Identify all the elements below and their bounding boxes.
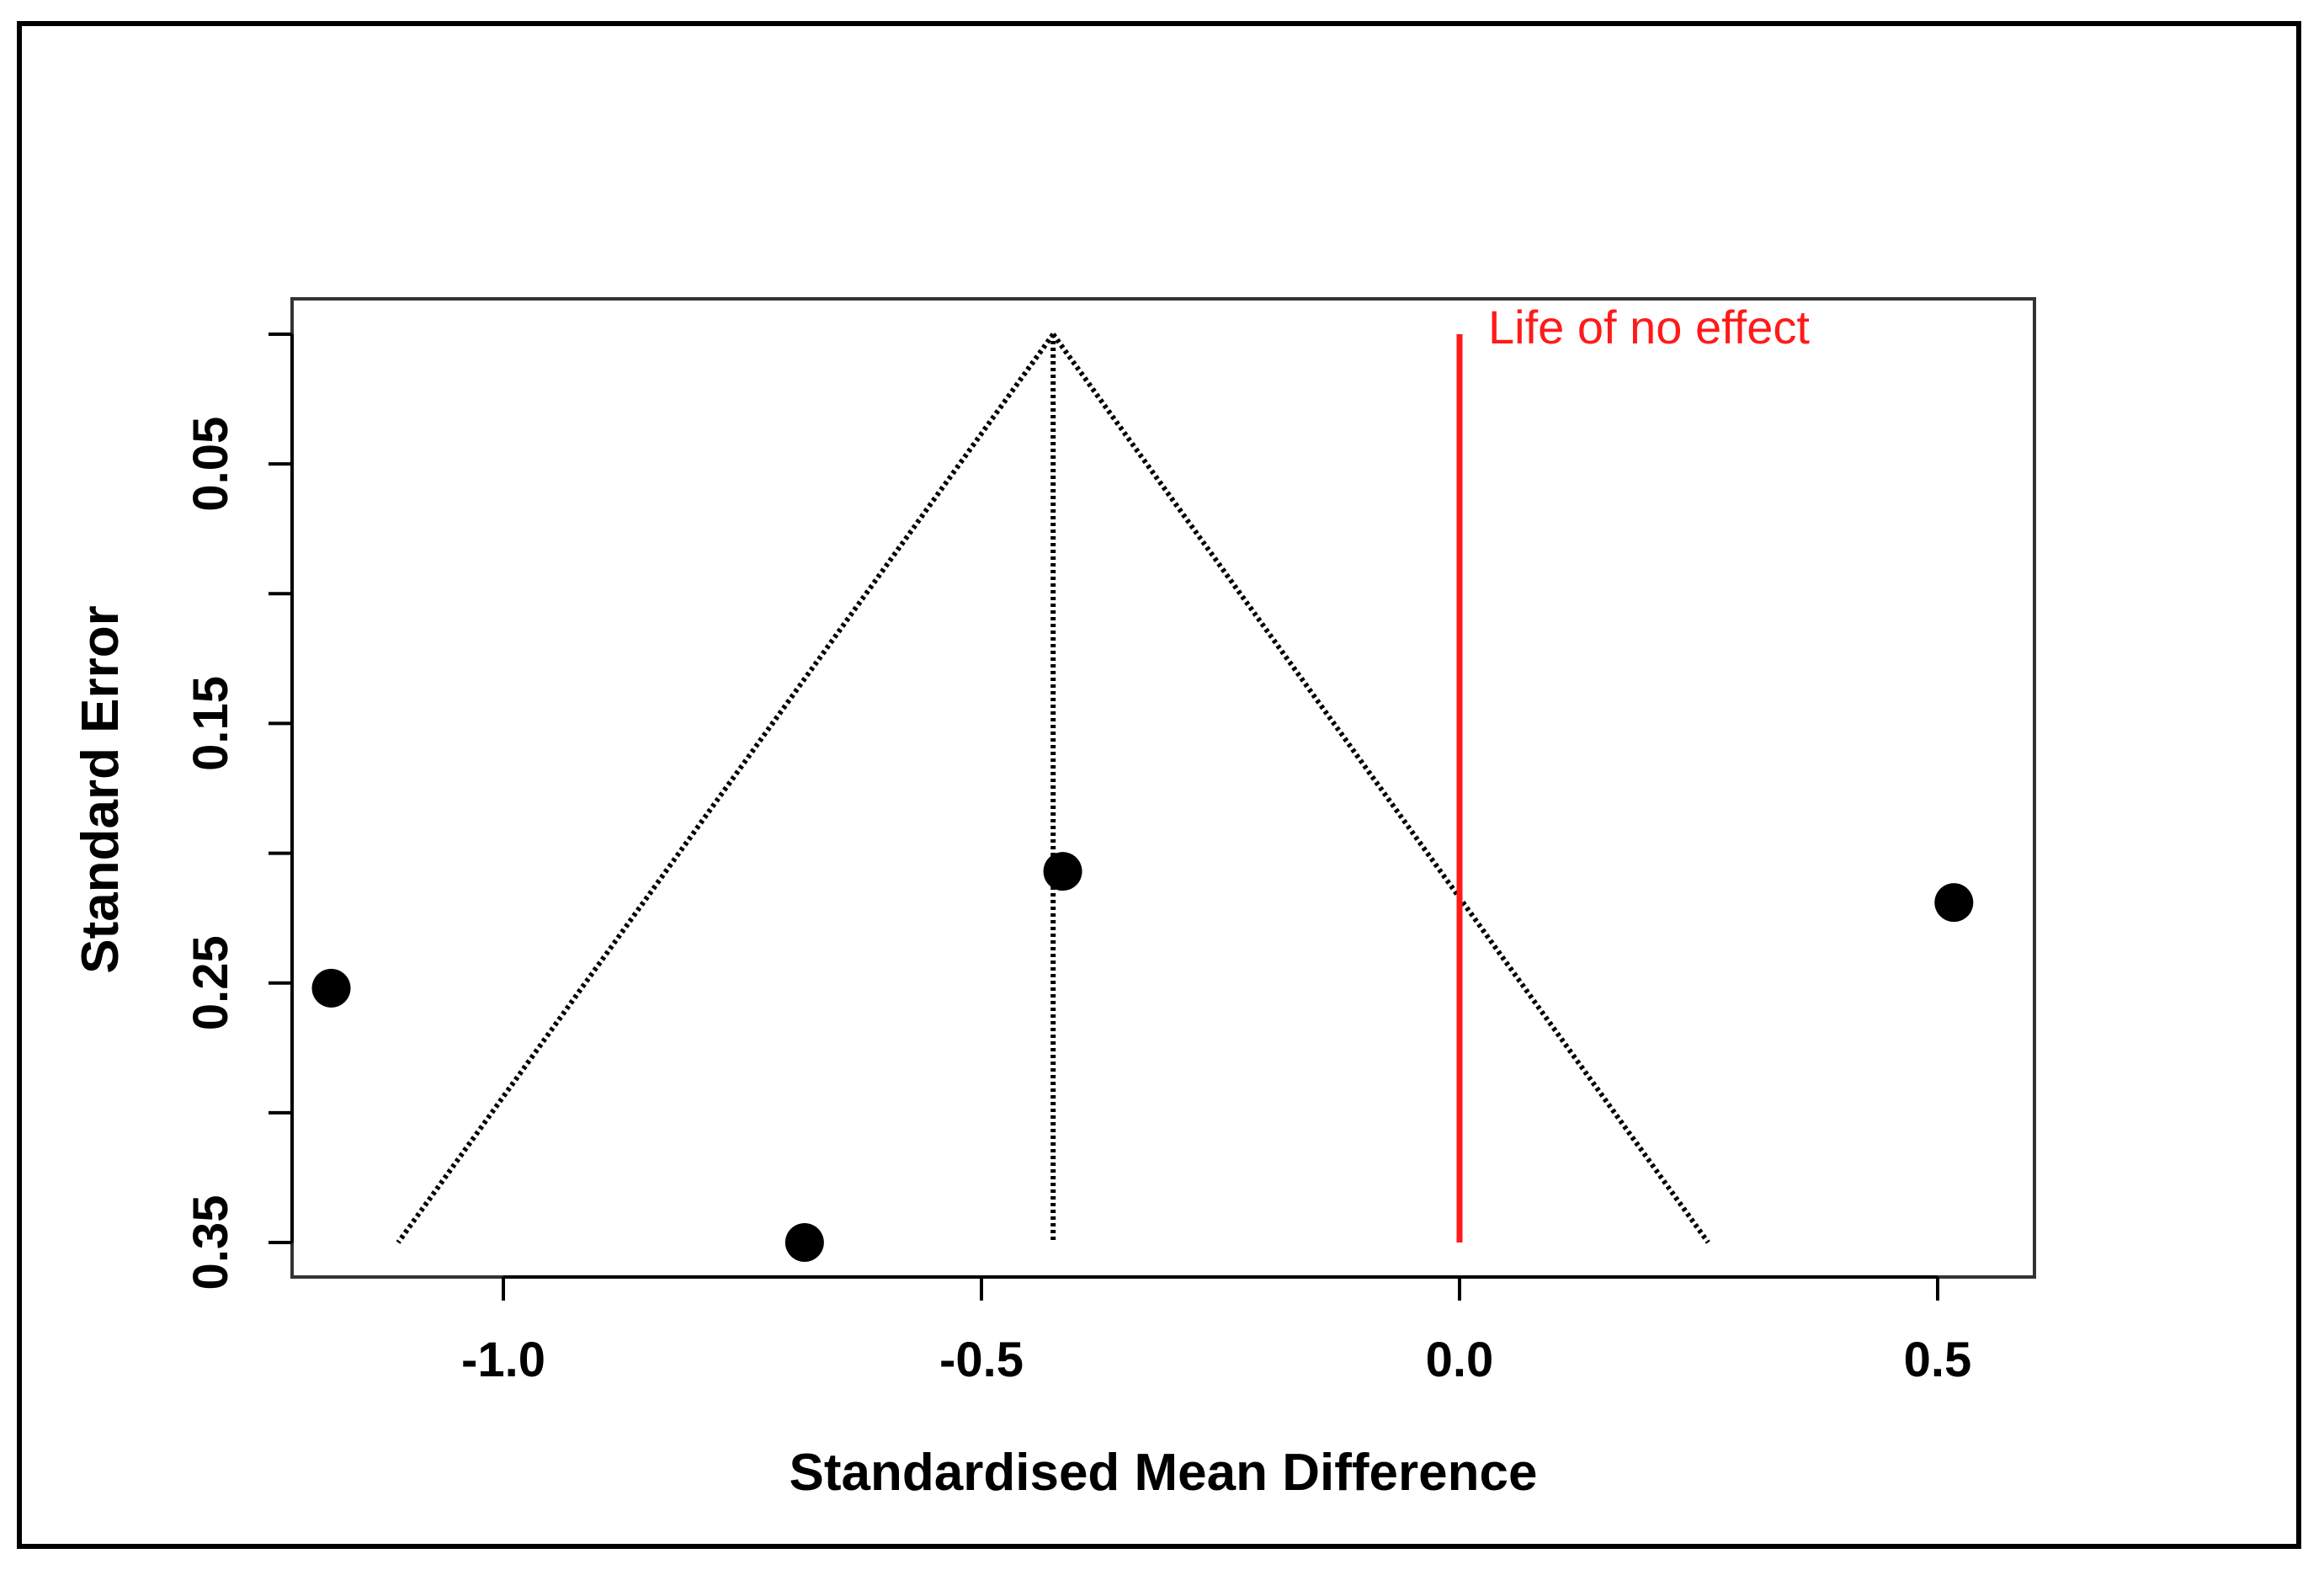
- x-tick-label: -0.5: [939, 1333, 1024, 1387]
- study-point: [1934, 883, 1974, 923]
- y-tick-label: 0.05: [183, 417, 238, 512]
- figure-frame: [17, 21, 2301, 1549]
- y-tick-label: 0.35: [183, 1195, 238, 1290]
- x-tick-label: -1.0: [461, 1333, 545, 1387]
- data-points: [311, 852, 1974, 1262]
- axes: -1.0 -0.5 0.0 0.5 0.05 0.15 0.25 0.35: [183, 333, 1972, 1387]
- x-tick-label: 0.0: [1426, 1333, 1494, 1387]
- study-point: [784, 1223, 824, 1262]
- reference-line-group: Life of no effect: [1456, 301, 1810, 1242]
- y-axis-title: Standard Error: [72, 605, 130, 974]
- study-point: [311, 968, 351, 1008]
- funnel-lines: [396, 333, 1710, 1244]
- plot-area-border: [290, 297, 2036, 1279]
- x-tick-label: 0.5: [1904, 1333, 1972, 1387]
- study-point: [1043, 852, 1082, 891]
- funnel-left-edge: [396, 333, 1056, 1244]
- y-tick-label: 0.15: [183, 676, 238, 771]
- y-tick-label: 0.25: [183, 935, 238, 1030]
- no-effect-label: Life of no effect: [1488, 301, 1810, 354]
- funnel-right-edge: [1050, 333, 1710, 1244]
- x-axis-title: Standardised Mean Difference: [790, 1444, 1538, 1502]
